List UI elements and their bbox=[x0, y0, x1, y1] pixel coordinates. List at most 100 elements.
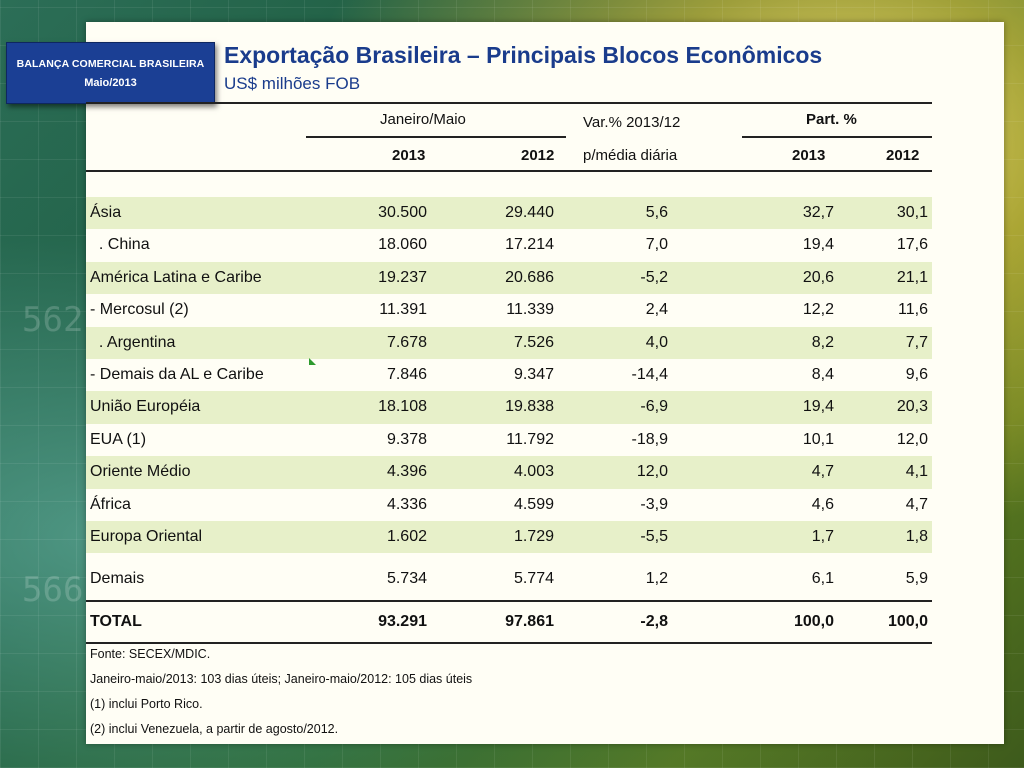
variation: -6,9 bbox=[640, 398, 668, 416]
share-2012: 21,1 bbox=[896, 268, 928, 286]
value-2013: 4.396 bbox=[386, 463, 427, 481]
share-2012: 4,7 bbox=[905, 495, 928, 513]
table-row: Oriente Médio 4.396 4.003 12,0 4,7 4,1 bbox=[86, 456, 932, 489]
footnote-days: Janeiro-maio/2013: 103 dias úteis; Janei… bbox=[90, 672, 473, 686]
share-2012: 12,0 bbox=[896, 430, 928, 448]
share-2013: 20,6 bbox=[802, 268, 834, 286]
footnotes: Fonte: SECEX/MDIC. Janeiro-maio/2013: 10… bbox=[90, 642, 472, 742]
value-2012: 4.599 bbox=[513, 495, 554, 513]
value-2013: 11.391 bbox=[379, 301, 427, 319]
table-row: . Argentina 7.678 7.526 4,0 8,2 7,7 bbox=[86, 326, 932, 359]
variation: 4,0 bbox=[645, 333, 668, 351]
value-2013: 30.500 bbox=[378, 204, 427, 221]
value-2012: 11.339 bbox=[506, 301, 554, 319]
share-2012: 11,6 bbox=[898, 301, 928, 319]
table-row: EUA (1) 9.378 11.792 -18,9 10,1 12,0 bbox=[86, 424, 932, 456]
value-2012: 19.838 bbox=[505, 398, 554, 416]
value-2012: 5.774 bbox=[513, 570, 554, 588]
share-2013: 12,2 bbox=[802, 301, 834, 319]
value-2012: 1.729 bbox=[513, 527, 554, 545]
value-2012: 29.440 bbox=[505, 204, 554, 221]
value-2012: 17.214 bbox=[505, 236, 554, 254]
page-subtitle: US$ milhões FOB bbox=[224, 74, 361, 93]
badge-title: BALANÇA COMERCIAL BRASILEIRA bbox=[16, 58, 205, 70]
variation: -3,9 bbox=[640, 495, 668, 513]
table-row-demais: Demais 5.734 5.774 1,2 6,1 5,9 bbox=[86, 563, 932, 595]
share-2013: 10,1 bbox=[802, 430, 834, 448]
table-row: Ásia 30.500 29.440 5,6 32,7 30,1 bbox=[86, 197, 932, 230]
row-label: União Européia bbox=[90, 398, 201, 416]
row-label: - Mercosul (2) bbox=[90, 301, 189, 319]
table-row: - Demais da AL e Caribe 7.846 9.347 -14,… bbox=[86, 359, 932, 391]
share-2012: 20,3 bbox=[896, 398, 928, 416]
header-part-2012: 2012 bbox=[886, 147, 920, 164]
background-number: 566 bbox=[22, 570, 84, 610]
value-2013: 4.336 bbox=[386, 495, 427, 513]
cell-comment-marker bbox=[309, 358, 316, 365]
share-2012: 9,6 bbox=[905, 365, 928, 383]
header-part: Part. % bbox=[806, 111, 857, 128]
value-2013: 5.734 bbox=[386, 570, 427, 588]
content-panel bbox=[86, 22, 1004, 744]
variation: -5,5 bbox=[640, 527, 668, 545]
header-var-2: p/média diária bbox=[583, 147, 678, 164]
share-2012: 100,0 bbox=[887, 612, 928, 630]
page-title: Exportação Brasileira – Principais Bloco… bbox=[224, 42, 823, 68]
table-row: União Européia 18.108 19.838 -6,9 19,4 2… bbox=[86, 391, 932, 424]
row-label: América Latina e Caribe bbox=[90, 268, 262, 286]
table-body: Ásia 30.500 29.440 5,6 32,7 30,1 . China… bbox=[86, 197, 932, 644]
value-2013: 19.237 bbox=[378, 268, 427, 286]
value-2013: 1.602 bbox=[386, 527, 427, 545]
value-2013: 93.291 bbox=[378, 612, 427, 630]
table-row: Europa Oriental 1.602 1.729 -5,5 1,7 1,8 bbox=[86, 520, 932, 554]
variation: 1,2 bbox=[645, 570, 668, 588]
table-row: - Mercosul (2) 11.391 11.339 2,4 12,2 11… bbox=[86, 294, 932, 326]
share-2013: 32,7 bbox=[802, 204, 834, 221]
value-2012: 7.526 bbox=[513, 333, 554, 351]
share-2013: 4,7 bbox=[811, 463, 834, 481]
table-row-total: TOTAL 93.291 97.861 -2,8 100,0 100,0 bbox=[86, 599, 932, 644]
variation: 7,0 bbox=[645, 236, 668, 254]
row-label: Oriente Médio bbox=[90, 463, 191, 481]
share-2012: 1,8 bbox=[905, 527, 928, 545]
value-2012: 11.792 bbox=[506, 430, 554, 448]
share-2013: 19,4 bbox=[802, 398, 834, 416]
header-divider bbox=[306, 136, 566, 138]
value-2012: 9.347 bbox=[513, 365, 554, 383]
share-2013: 19,4 bbox=[802, 236, 834, 254]
value-2013: 18.108 bbox=[378, 398, 427, 416]
header-part-2013: 2013 bbox=[792, 147, 826, 164]
variation: 12,0 bbox=[636, 463, 668, 481]
row-label: Europa Oriental bbox=[90, 527, 203, 545]
value-2013: 18.060 bbox=[378, 236, 427, 254]
table-header: Janeiro/Maio Var.% 2013/12 p/média diári… bbox=[86, 102, 932, 172]
share-2012: 17,6 bbox=[896, 236, 928, 254]
report-badge: BALANÇA COMERCIAL BRASILEIRA Maio/2013 bbox=[6, 42, 215, 104]
share-2013: 8,4 bbox=[811, 365, 834, 383]
row-label: EUA (1) bbox=[90, 430, 147, 448]
footnote-1: (1) inclui Porto Rico. bbox=[90, 697, 203, 711]
exports-table: Janeiro/Maio Var.% 2013/12 p/média diári… bbox=[86, 102, 932, 644]
variation: 5,6 bbox=[645, 204, 668, 221]
variation: 2,4 bbox=[645, 301, 668, 319]
share-2012: 4,1 bbox=[905, 463, 928, 481]
value-2012: 97.861 bbox=[505, 612, 554, 630]
share-2012: 5,9 bbox=[905, 570, 928, 588]
header-divider bbox=[742, 136, 932, 138]
header-col-2012: 2012 bbox=[521, 147, 555, 164]
footnote-source: Fonte: SECEX/MDIC. bbox=[90, 647, 211, 661]
share-2013: 100,0 bbox=[793, 612, 834, 630]
header-var-1: Var.% 2013/12 bbox=[583, 114, 681, 131]
variation: -5,2 bbox=[640, 268, 668, 286]
row-label: África bbox=[90, 495, 131, 513]
share-2013: 4,6 bbox=[811, 495, 834, 513]
value-2012: 4.003 bbox=[513, 463, 554, 481]
variation: -2,8 bbox=[640, 612, 668, 630]
share-2012: 7,7 bbox=[905, 333, 928, 351]
value-2012: 20.686 bbox=[505, 268, 554, 286]
value-2013: 7.846 bbox=[386, 365, 427, 383]
footnote-2: (2) inclui Venezuela, a partir de agosto… bbox=[90, 722, 339, 736]
value-2013: 7.678 bbox=[386, 333, 427, 351]
header-col-2013: 2013 bbox=[392, 147, 426, 164]
header-period: Janeiro/Maio bbox=[380, 111, 466, 128]
